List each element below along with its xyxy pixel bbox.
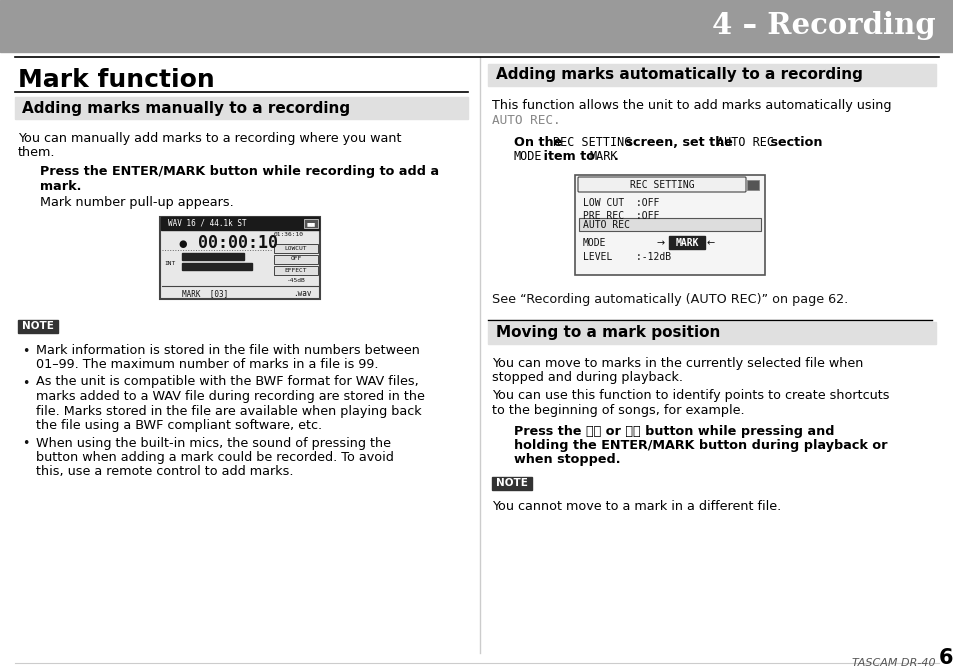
- Text: On the: On the: [514, 136, 566, 149]
- Text: PRE REC  :OFF: PRE REC :OFF: [582, 211, 659, 221]
- Text: 00:00:10: 00:00:10: [198, 234, 277, 252]
- Text: •: •: [22, 376, 30, 389]
- Text: them.: them.: [18, 146, 55, 160]
- Text: Mark information is stored in the file with numbers between: Mark information is stored in the file w…: [36, 344, 419, 356]
- Bar: [0, 0, 953, 52]
- Text: Moving to a mark position: Moving to a mark position: [496, 325, 720, 340]
- Bar: [182, 262, 252, 270]
- Text: •: •: [22, 437, 30, 450]
- Text: TASCAM DR-40: TASCAM DR-40: [851, 658, 935, 668]
- Bar: [161, 217, 318, 229]
- Text: LOW CUT  :OFF: LOW CUT :OFF: [582, 198, 659, 208]
- Text: stopped and during playback.: stopped and during playback.: [492, 371, 682, 384]
- Text: -45dB: -45dB: [286, 278, 305, 284]
- Text: 01:36:10: 01:36:10: [274, 232, 304, 237]
- Bar: [488, 321, 935, 344]
- Text: REC SETTING: REC SETTING: [553, 136, 631, 149]
- Bar: [746, 180, 759, 190]
- Text: This function allows the unit to add marks automatically using: This function allows the unit to add mar…: [492, 99, 890, 112]
- Text: Mark number pull-up appears.: Mark number pull-up appears.: [40, 196, 233, 209]
- Text: INT: INT: [164, 261, 175, 266]
- FancyBboxPatch shape: [578, 177, 745, 192]
- Text: LOWCUT: LOWCUT: [284, 246, 307, 250]
- Text: file. Marks stored in the file are available when playing back: file. Marks stored in the file are avail…: [36, 405, 421, 417]
- Text: Press the ⏮⏮ or ⏭⏭ button while pressing and: Press the ⏮⏮ or ⏭⏭ button while pressing…: [514, 425, 834, 437]
- Bar: [578, 218, 760, 231]
- Text: ●: ●: [178, 238, 186, 248]
- Bar: [160, 217, 319, 299]
- Text: Mark function: Mark function: [18, 68, 214, 92]
- Text: OFF: OFF: [290, 256, 301, 262]
- Text: marks added to a WAV file during recording are stored in the: marks added to a WAV file during recordi…: [36, 390, 424, 403]
- Bar: [488, 64, 935, 86]
- Text: .: .: [614, 150, 618, 164]
- Text: REC SETTING: REC SETTING: [629, 180, 694, 189]
- Bar: [274, 244, 317, 252]
- Text: •: •: [22, 344, 30, 358]
- Text: ←: ←: [706, 238, 715, 248]
- Text: When using the built-in mics, the sound of pressing the: When using the built-in mics, the sound …: [36, 437, 391, 450]
- Text: You can manually add marks to a recording where you want: You can manually add marks to a recordin…: [18, 132, 401, 145]
- Text: Adding marks automatically to a recording: Adding marks automatically to a recordin…: [496, 68, 862, 83]
- Text: NOTE: NOTE: [496, 478, 527, 488]
- Bar: [304, 219, 317, 227]
- Bar: [575, 175, 764, 275]
- Text: AUTO REC: AUTO REC: [716, 136, 773, 149]
- Text: .wav: .wav: [293, 289, 311, 298]
- Bar: [15, 97, 468, 119]
- Text: You can move to marks in the currently selected file when: You can move to marks in the currently s…: [492, 356, 862, 370]
- Bar: [274, 254, 317, 264]
- Text: Press the ENTER/MARK button while recording to add a: Press the ENTER/MARK button while record…: [40, 165, 438, 178]
- Text: button when adding a mark could be recorded. To avoid: button when adding a mark could be recor…: [36, 451, 394, 464]
- Text: 4 – Recording: 4 – Recording: [712, 11, 935, 40]
- Text: As the unit is compatible with the BWF format for WAV files,: As the unit is compatible with the BWF f…: [36, 376, 418, 389]
- Text: EFFECT: EFFECT: [284, 268, 307, 272]
- Text: MODE: MODE: [582, 238, 606, 248]
- Bar: [492, 477, 532, 490]
- Text: this, use a remote control to add marks.: this, use a remote control to add marks.: [36, 466, 294, 478]
- Text: 65: 65: [938, 648, 953, 668]
- Text: 01–99. The maximum number of marks in a file is 99.: 01–99. The maximum number of marks in a …: [36, 358, 378, 371]
- Text: item to: item to: [538, 150, 598, 164]
- Text: WAV 16 / 44.1k ST: WAV 16 / 44.1k ST: [168, 219, 247, 227]
- Text: LEVEL    :-12dB: LEVEL :-12dB: [582, 252, 670, 262]
- Bar: [18, 319, 58, 333]
- Text: section: section: [765, 136, 821, 149]
- Text: to the beginning of songs, for example.: to the beginning of songs, for example.: [492, 404, 744, 417]
- Text: See “Recording automatically (AUTO REC)” on page 62.: See “Recording automatically (AUTO REC)”…: [492, 293, 847, 306]
- Text: AUTO REC: AUTO REC: [582, 219, 629, 229]
- Text: MODE: MODE: [514, 150, 542, 164]
- Text: MARK  [03]: MARK [03]: [182, 289, 228, 298]
- Bar: [668, 236, 704, 249]
- Text: →: →: [657, 238, 664, 248]
- Text: holding the ENTER/MARK button during playback or: holding the ENTER/MARK button during pla…: [514, 439, 886, 452]
- Text: screen, set the: screen, set the: [620, 136, 737, 149]
- Bar: [182, 252, 244, 260]
- Text: Adding marks manually to a recording: Adding marks manually to a recording: [22, 101, 350, 115]
- Text: MARK: MARK: [589, 150, 617, 164]
- Text: mark.: mark.: [40, 180, 81, 193]
- Text: You can use this function to identify points to create shortcuts: You can use this function to identify po…: [492, 389, 888, 403]
- Text: when stopped.: when stopped.: [514, 454, 619, 466]
- Text: NOTE: NOTE: [22, 321, 54, 331]
- Text: AUTO REC.: AUTO REC.: [492, 113, 560, 127]
- Bar: [274, 266, 317, 274]
- Text: the file using a BWF compliant software, etc.: the file using a BWF compliant software,…: [36, 419, 322, 432]
- Text: MARK: MARK: [675, 238, 698, 248]
- Text: ■■: ■■: [306, 221, 315, 226]
- Text: You cannot move to a mark in a different file.: You cannot move to a mark in a different…: [492, 500, 781, 513]
